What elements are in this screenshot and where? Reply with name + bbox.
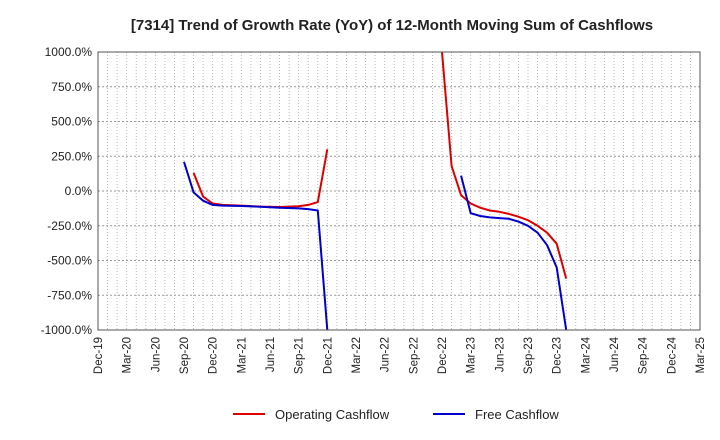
x-tick-label: Dec-24 [666,336,678,374]
y-tick-label: 1000.0% [45,45,93,59]
x-tick-label: Mar-25 [695,337,707,373]
x-tick-label: Mar-20 [122,337,134,373]
x-tick-label: Mar-23 [466,337,478,373]
y-tick-label: 0.0% [65,184,93,198]
x-axis-ticks: Dec-19 Mar-20 Jun-20 Sep-20 Dec-20 Mar-21 Jun-… [93,336,707,374]
x-tick-label: Jun-21 [265,337,277,372]
x-tick-label: Jun-24 [609,336,621,372]
x-tick-label: Sep-20 [179,337,191,374]
x-tick-label: Sep-24 [638,336,650,374]
x-tick-label: Dec-21 [322,337,334,374]
chart-title: [7314] Trend of Growth Rate (YoY) of 12-… [131,17,653,34]
x-tick-label: Mar-21 [236,337,248,373]
y-tick-label: 500.0% [51,115,92,129]
x-tick-label: Sep-23 [523,337,535,374]
x-tick-label: Dec-19 [93,337,105,374]
x-tick-label: Sep-21 [294,337,306,374]
y-axis-ticks: 1000.0% 750.0% 500.0% 250.0% 0.0% -250.0% -500… [41,45,93,337]
x-tick-label: Dec-23 [552,337,564,374]
legend-label-free-cashflow: Free Cashflow [475,407,559,422]
x-tick-label: Mar-22 [351,337,363,373]
x-tick-label: Dec-22 [437,337,449,374]
legend-label-operating-cashflow: Operating Cashflow [275,407,390,422]
series-line-operating-cashflow [441,52,568,279]
x-tick-label: Sep-22 [408,337,420,374]
plot-frame [97,51,701,331]
y-tick-label: -250.0% [47,219,92,233]
series-lines [183,52,568,330]
x-tick-label: Dec-20 [208,337,220,374]
y-tick-label: 250.0% [51,149,92,163]
x-tick-label: Jun-20 [150,337,162,372]
series-line-free-cashflow [183,161,329,330]
x-tick-label: Mar-24 [580,336,592,373]
grid [98,52,700,330]
x-tick-label: Jun-22 [380,337,392,372]
y-tick-label: -1000.0% [41,323,93,337]
legend: Operating Cashflow Free Cashflow [233,407,559,422]
series-line-free-cashflow [460,175,568,330]
y-tick-label: -500.0% [47,254,92,268]
y-tick-label: -750.0% [47,288,92,302]
y-tick-label: 750.0% [51,80,92,94]
x-tick-label: Jun-23 [494,337,506,372]
